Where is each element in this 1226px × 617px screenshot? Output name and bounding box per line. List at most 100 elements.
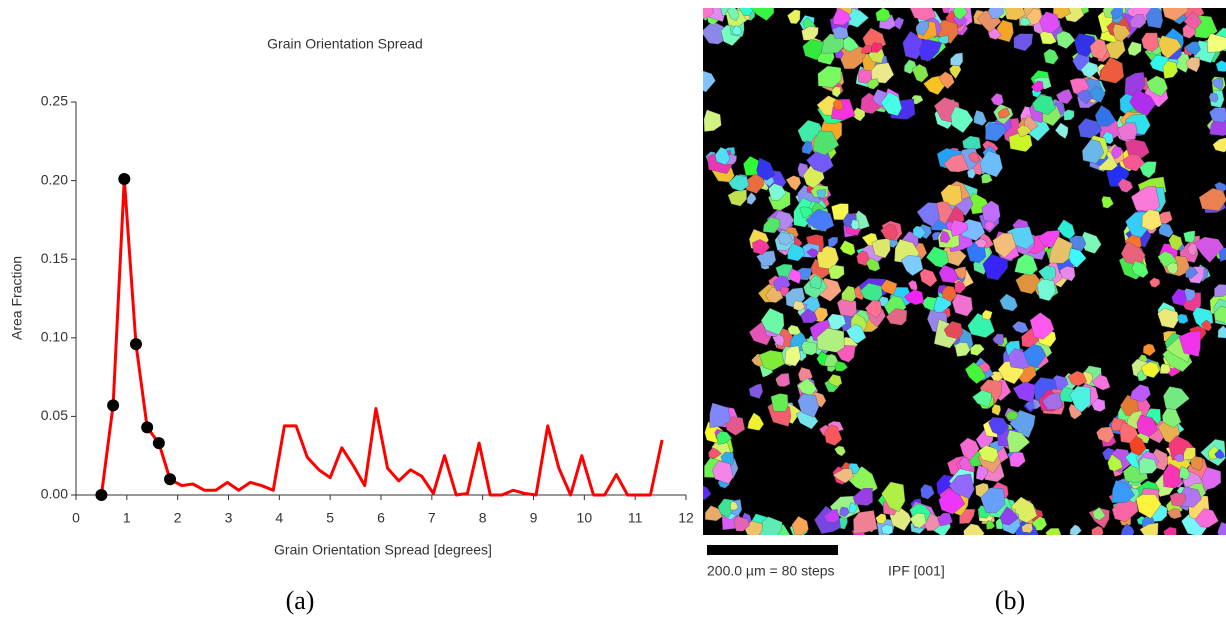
grain (816, 327, 845, 353)
grain (1139, 522, 1159, 535)
grain (1016, 124, 1032, 137)
grain (1169, 492, 1187, 507)
grain (881, 481, 906, 512)
grain (1146, 75, 1168, 97)
grain (806, 149, 834, 174)
chart-title: Grain Orientation Spread (267, 36, 423, 52)
data-point (118, 173, 131, 186)
grain (1092, 506, 1106, 521)
grain (1214, 448, 1225, 459)
x-tick-label: 2 (174, 510, 182, 526)
grain (1141, 32, 1159, 53)
grain (784, 345, 801, 367)
grain (728, 174, 749, 192)
grain (974, 238, 988, 248)
grain (952, 293, 973, 317)
grain (823, 509, 840, 523)
grain (988, 417, 1010, 436)
grain (992, 233, 1017, 258)
grain (837, 297, 857, 317)
grain (824, 353, 840, 367)
grain (866, 257, 881, 272)
grain (730, 501, 739, 511)
grain (1111, 145, 1122, 159)
grain (1025, 400, 1036, 412)
grain (1187, 242, 1198, 257)
grain (839, 506, 850, 517)
grain (1162, 8, 1189, 22)
grain (1143, 343, 1156, 357)
grain (791, 516, 809, 535)
grain (703, 109, 722, 132)
grain (959, 437, 980, 461)
grain (1138, 457, 1158, 475)
x-tick-label: 8 (479, 510, 487, 526)
grain (787, 324, 801, 336)
grain (1163, 526, 1177, 535)
grain (1055, 122, 1069, 139)
x-tick-label: 5 (326, 510, 334, 526)
grain (1135, 494, 1162, 519)
grain (828, 374, 843, 387)
grain (1185, 41, 1201, 56)
x-tick-label: 11 (628, 510, 643, 526)
grain (979, 150, 1003, 178)
grain (880, 92, 902, 116)
y-tick-label: 0.10 (41, 329, 68, 345)
grain (727, 8, 740, 22)
data-point (107, 399, 120, 412)
grain (900, 255, 924, 276)
grain (1201, 319, 1212, 332)
grain (1091, 374, 1111, 391)
grain (879, 296, 889, 307)
grain (1214, 284, 1226, 298)
grain (1049, 236, 1073, 264)
grain (1141, 209, 1162, 231)
grain (982, 254, 1008, 281)
grain (1207, 33, 1226, 53)
grain (1157, 308, 1180, 329)
grain (806, 248, 819, 259)
grain (1076, 90, 1093, 105)
grain (1067, 370, 1087, 387)
grain (982, 309, 993, 320)
grain (1198, 188, 1226, 211)
grain (950, 219, 969, 237)
grain (1009, 452, 1026, 468)
x-tick-label: 4 (275, 510, 283, 526)
grain (853, 510, 878, 534)
grain (1082, 139, 1105, 164)
grain (709, 402, 731, 428)
grain (776, 373, 791, 387)
grain (746, 192, 757, 205)
grain (805, 208, 835, 232)
grain (716, 431, 733, 445)
grain-layer (703, 8, 1226, 535)
grain (850, 219, 860, 230)
grain (996, 19, 1014, 43)
grain (732, 25, 743, 36)
caption: (b) (995, 586, 1025, 615)
grain (1208, 92, 1219, 103)
grain (748, 383, 763, 399)
grain (1006, 429, 1031, 453)
grain (865, 299, 882, 319)
grain (886, 308, 908, 326)
grain (948, 473, 975, 499)
grain (1179, 466, 1191, 480)
grain (990, 93, 1004, 106)
data-point (152, 437, 165, 450)
grain (1158, 223, 1174, 238)
grain (916, 202, 940, 228)
grain (965, 362, 987, 384)
grain (703, 70, 716, 93)
grain (1101, 196, 1114, 209)
grain (1063, 109, 1075, 121)
grain (833, 98, 844, 111)
grain (938, 71, 955, 90)
grain (915, 21, 930, 36)
x-tick-label: 3 (225, 510, 233, 526)
grain (720, 452, 735, 466)
grain (1069, 386, 1091, 413)
grain (875, 8, 891, 22)
